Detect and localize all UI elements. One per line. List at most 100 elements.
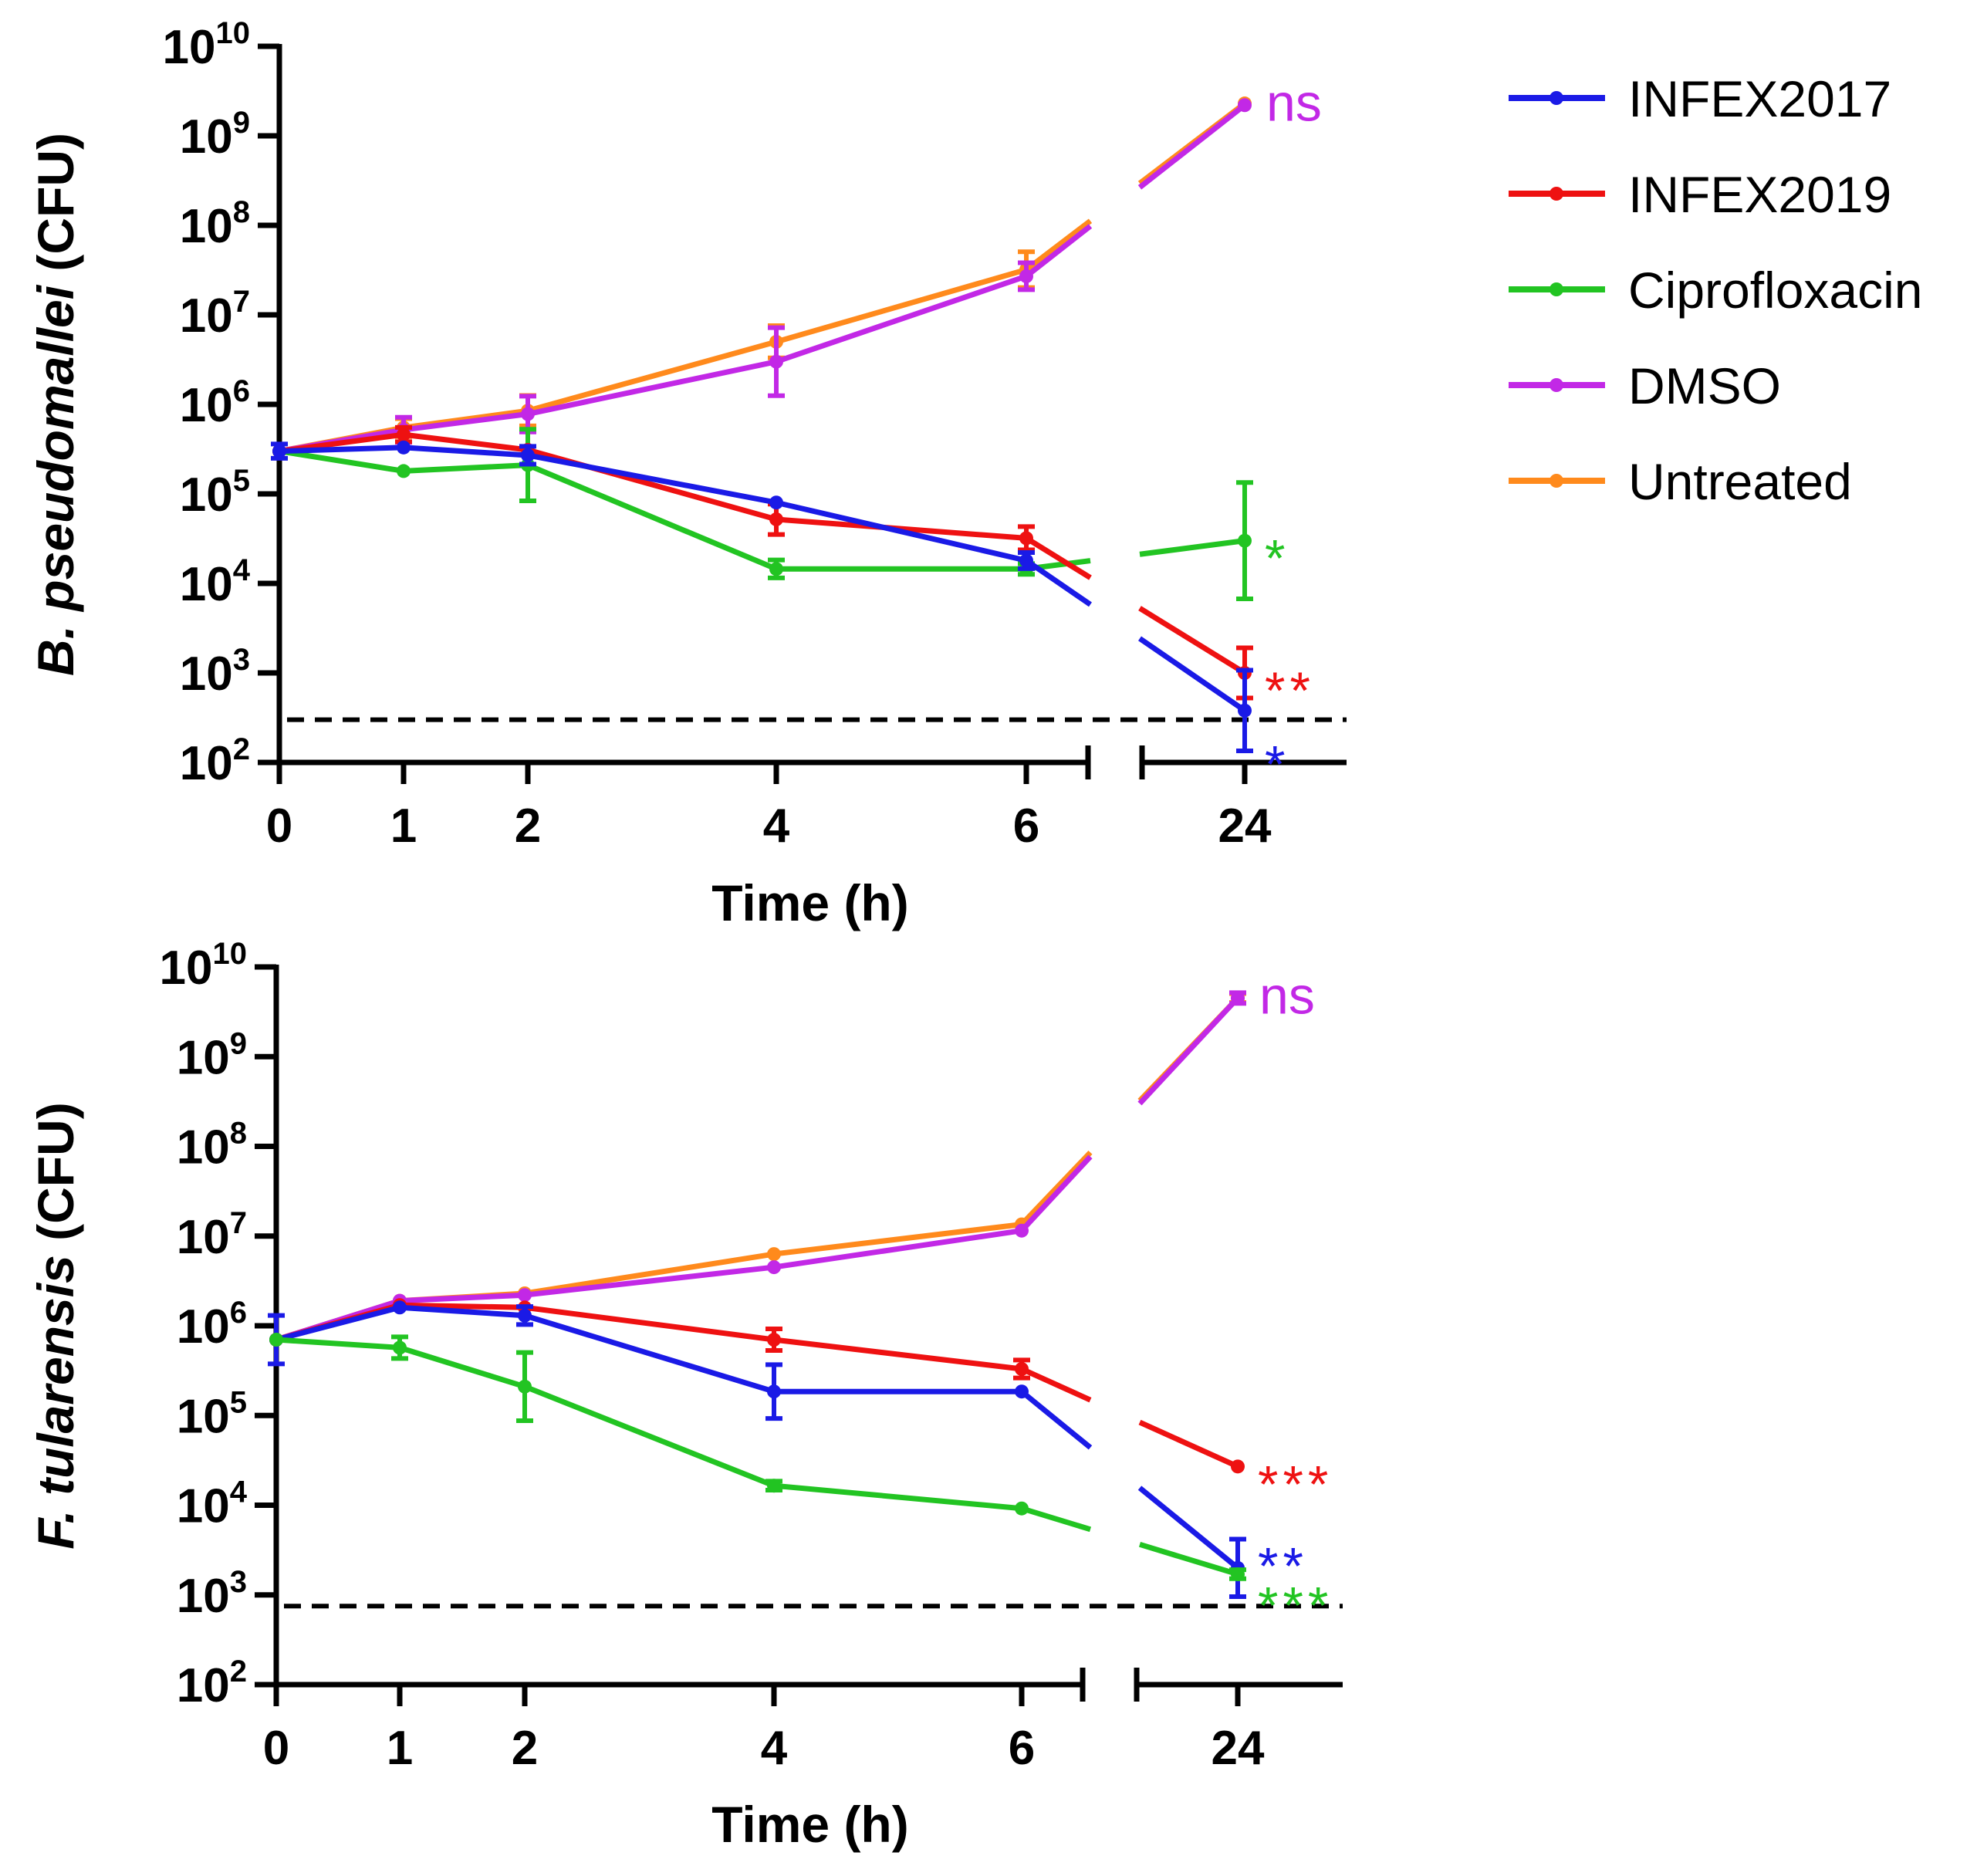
x-tick-label: 24 bbox=[1218, 799, 1272, 853]
data-point bbox=[272, 444, 286, 458]
series-line-segment bbox=[273, 1337, 403, 1350]
series-dmso bbox=[272, 98, 1252, 458]
data-point bbox=[521, 448, 535, 462]
data-point bbox=[1019, 269, 1033, 283]
series-line-segment bbox=[1020, 1506, 1092, 1533]
data-point bbox=[397, 464, 411, 478]
series-line-segment bbox=[771, 1222, 1025, 1257]
y-tick-label: 1010 bbox=[160, 937, 247, 995]
series-line-segment bbox=[1138, 1541, 1239, 1577]
series-line-segment bbox=[1019, 1389, 1093, 1450]
series-line-segment bbox=[1019, 1154, 1093, 1233]
series-line-segment bbox=[522, 1313, 777, 1394]
data-point bbox=[767, 1247, 781, 1262]
data-point bbox=[767, 1384, 781, 1399]
series-line-segment bbox=[400, 444, 531, 458]
y-tick-label: 104 bbox=[180, 553, 251, 611]
y-tick-label: 106 bbox=[177, 1296, 247, 1354]
series-line-segment bbox=[400, 431, 531, 453]
data-point bbox=[769, 495, 783, 510]
y-tick-label: 108 bbox=[177, 1117, 247, 1175]
legend-swatch-marker bbox=[1549, 282, 1563, 296]
data-point bbox=[769, 562, 783, 576]
series-line-segment bbox=[522, 1251, 777, 1296]
data-point bbox=[1238, 98, 1252, 113]
data-point bbox=[518, 1379, 532, 1394]
series-line-segment bbox=[397, 1304, 528, 1319]
series-line-segment bbox=[525, 359, 779, 417]
series-line-segment bbox=[1024, 224, 1093, 279]
x-tick-label: 1 bbox=[390, 799, 417, 853]
series-line-segment bbox=[400, 462, 531, 474]
y-tick-label: 103 bbox=[180, 643, 250, 701]
series-line-segment bbox=[1137, 1486, 1240, 1570]
y-tick-label: 103 bbox=[177, 1565, 247, 1623]
series-ciprofloxacin bbox=[269, 1333, 1246, 1581]
series-line-segment bbox=[400, 411, 531, 433]
series-line-segment bbox=[1138, 1419, 1239, 1469]
series-dmso bbox=[269, 990, 1246, 1347]
x-tick-label: 24 bbox=[1212, 1722, 1265, 1775]
legend-label: DMSO bbox=[1628, 357, 1781, 414]
data-point bbox=[1019, 531, 1033, 546]
data-point bbox=[767, 1333, 781, 1347]
legend-item: INFEX2017 bbox=[1509, 70, 1891, 127]
legend-item: Ciprofloxacin bbox=[1509, 262, 1923, 319]
significance-label: * bbox=[1265, 529, 1289, 588]
y-tick-label: 102 bbox=[177, 1655, 247, 1712]
y-tick-label: 109 bbox=[177, 1026, 247, 1084]
data-point bbox=[1015, 1384, 1029, 1399]
significance-label: ** bbox=[1258, 1536, 1308, 1595]
x-tick-label: 4 bbox=[763, 799, 790, 853]
data-point bbox=[269, 1333, 283, 1347]
series-line-segment bbox=[1138, 606, 1246, 675]
significance-label: ns bbox=[1266, 73, 1322, 132]
series-line-segment bbox=[273, 1304, 403, 1343]
series-line-segment bbox=[525, 462, 779, 572]
series-infex2017 bbox=[268, 1300, 1246, 1599]
significance-label: ns bbox=[1259, 966, 1315, 1025]
significance-label: ** bbox=[1265, 661, 1315, 720]
y-tick-label: 102 bbox=[180, 732, 250, 790]
x-tick-label: 0 bbox=[263, 1722, 289, 1775]
data-point bbox=[1231, 991, 1245, 1006]
series-untreated bbox=[269, 991, 1246, 1347]
legend: INFEX2017 INFEX2019 Ciprofloxacin DMSO Untre… bbox=[1509, 70, 1923, 510]
y-tick-label: 107 bbox=[177, 1206, 247, 1264]
data-point bbox=[518, 1288, 532, 1303]
y-tick-label: 105 bbox=[180, 464, 250, 522]
series-line-segment bbox=[1138, 636, 1246, 713]
series-line-segment bbox=[773, 499, 1029, 563]
series-untreated bbox=[272, 96, 1252, 458]
legend-label: Ciprofloxacin bbox=[1628, 262, 1923, 319]
y-axis-title: F. tularensis (CFU) bbox=[27, 1102, 84, 1549]
series-line-segment bbox=[1019, 1150, 1093, 1227]
legend-swatch-marker bbox=[1549, 474, 1563, 488]
x-tick-label: 2 bbox=[515, 799, 541, 853]
legend-swatch-marker bbox=[1549, 91, 1563, 105]
data-point bbox=[393, 1300, 407, 1315]
series-line-segment bbox=[522, 1384, 777, 1489]
y-tick-label: 104 bbox=[177, 1475, 248, 1533]
series-line-segment bbox=[397, 1302, 528, 1310]
series-line-segment bbox=[773, 273, 1029, 365]
legend-swatch-marker bbox=[1549, 378, 1563, 392]
series-line-segment bbox=[1020, 1366, 1092, 1403]
data-point bbox=[1231, 1459, 1245, 1474]
series-line-segment bbox=[1139, 538, 1245, 557]
x-tick-label: 6 bbox=[1009, 1722, 1035, 1775]
data-point bbox=[769, 512, 783, 526]
series-line-segment bbox=[525, 452, 779, 505]
y-tick-label: 108 bbox=[180, 195, 250, 253]
x-tick-label: 4 bbox=[761, 1722, 788, 1775]
data-point bbox=[767, 1479, 781, 1493]
x-axis-title: Time (h) bbox=[711, 874, 908, 931]
data-point bbox=[518, 1308, 532, 1323]
data-point bbox=[1019, 553, 1033, 568]
x-tick-label: 6 bbox=[1013, 799, 1039, 853]
x-tick-label: 2 bbox=[512, 1722, 538, 1775]
y-tick-label: 1010 bbox=[163, 16, 250, 74]
series-line-segment bbox=[1137, 103, 1247, 190]
series-line-segment bbox=[773, 516, 1029, 541]
